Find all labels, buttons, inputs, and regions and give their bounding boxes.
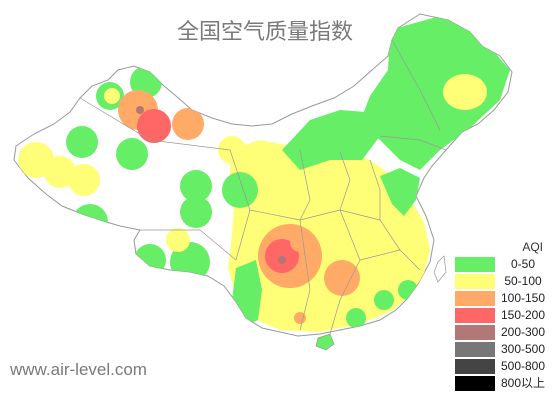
aqi-moderate-w-1 [218, 136, 246, 164]
aqi-very-unhealthy-sichuan [278, 256, 286, 264]
legend-swatch [455, 325, 495, 340]
legend-title: AQI [522, 240, 543, 254]
aqi-good-east [380, 168, 420, 216]
aqi-moderate-nw-4 [68, 164, 100, 196]
legend-row: 150-200 [455, 307, 551, 324]
aqi-overlay [18, 16, 510, 332]
legend-row: 50-100 [455, 273, 551, 290]
map-title: 全国空气质量指数 [176, 20, 353, 45]
legend-label: 100-150 [500, 291, 546, 305]
province-borders [79, 39, 447, 335]
hainan-island [315, 333, 335, 351]
aqi-good-w-1 [72, 204, 108, 240]
legend-swatch [455, 342, 495, 357]
legend-label: 800以上 [500, 376, 546, 390]
aqi-unhealthy-nw [137, 109, 171, 143]
aqi-good-w-2 [180, 170, 212, 202]
legend-label: 0-50 [510, 257, 536, 271]
legend-swatch [455, 257, 495, 272]
legend-swatch [455, 376, 495, 391]
legend-row: 0-50 [455, 256, 551, 273]
aqi-unhealthy-sensitive-south [294, 312, 306, 324]
aqi-good-southwest [232, 260, 262, 326]
legend-label: 300-500 [500, 342, 546, 356]
aqi-unhealthy-sensitive-hunan [324, 260, 360, 296]
aqi-moderate-w-2 [166, 228, 190, 252]
aqi-good-south-1 [346, 308, 366, 328]
taiwan-island [433, 255, 447, 283]
aqi-unhealthy-sensitive-2 [290, 232, 310, 252]
aqi-moderate-nw-1 [104, 88, 120, 104]
legend-label: 500-800 [500, 359, 546, 373]
legend-label: 150-200 [500, 308, 546, 322]
legend-swatch [455, 274, 495, 289]
legend-swatch [455, 308, 495, 323]
aqi-good-south-3 [398, 280, 418, 300]
legend-row: 100-150 [455, 290, 551, 307]
legend-row: 200-300 [455, 324, 551, 341]
aqi-good-nw-4 [116, 138, 148, 170]
aqi-legend: AQI 0-50 50-100 100-150 150-200 200-300 300-5… [455, 238, 551, 392]
aqi-very-unhealthy-nw [136, 106, 144, 114]
site-watermark: www.air-level.com [10, 360, 147, 379]
legend-row: 300-500 [455, 341, 551, 358]
legend-row: 800以上 [455, 375, 551, 392]
legend-label: 200-300 [500, 325, 546, 339]
aqi-moderate-northeast [443, 74, 487, 110]
aqi-good-north [282, 110, 380, 170]
aqi-good-northeast [360, 16, 510, 170]
aqi-good-nw-3 [66, 126, 98, 158]
aqi-good-w-3 [180, 196, 212, 228]
aqi-good-sw-1 [134, 244, 166, 276]
legend-label: 50-100 [504, 274, 542, 288]
aqi-good-south-2 [374, 290, 394, 310]
aqi-good-sw-3 [222, 172, 258, 208]
legend-swatch [455, 291, 495, 306]
legend-swatch [455, 359, 495, 374]
legend-row: 500-800 [455, 358, 551, 375]
aqi-unhealthy-sensitive-nw-2 [172, 108, 204, 140]
